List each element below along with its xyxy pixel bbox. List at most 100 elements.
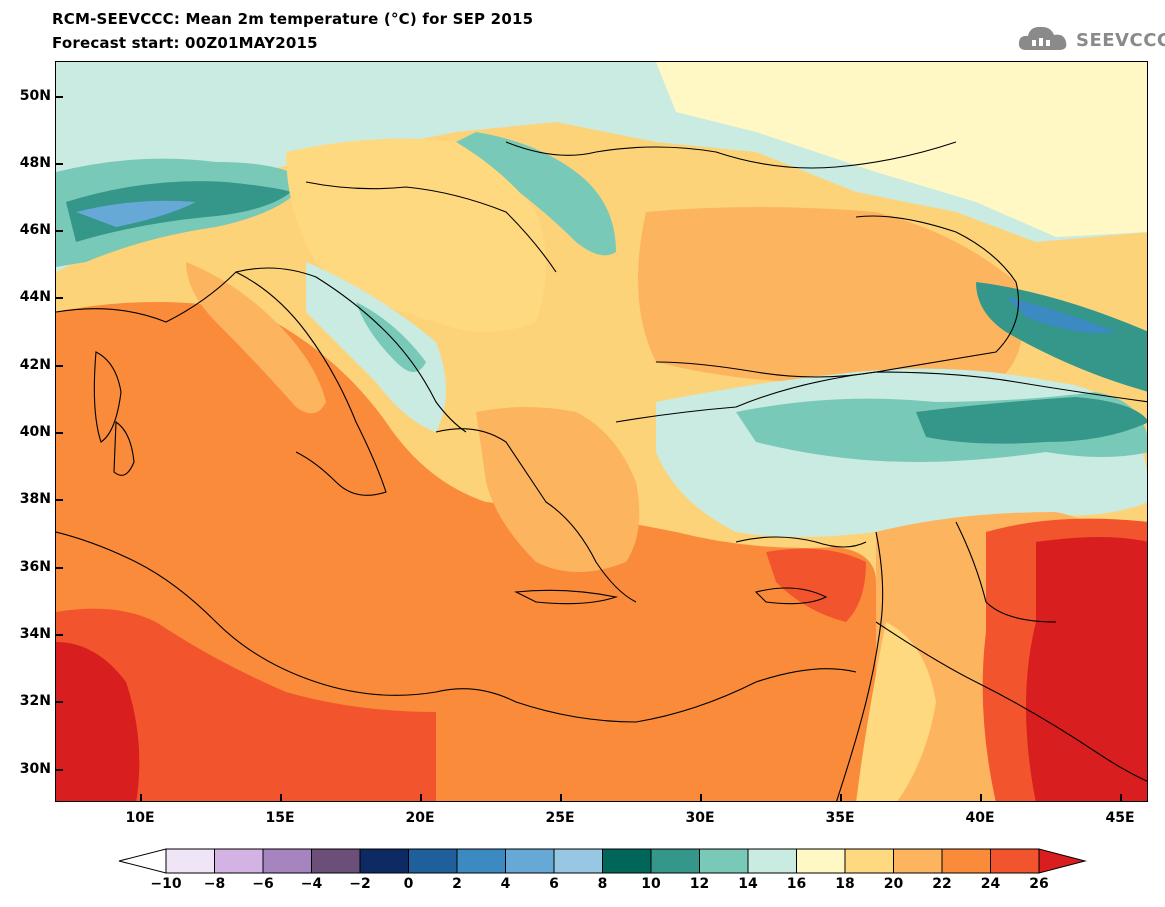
northeast-mild-region	[656, 62, 1147, 237]
lon-tick	[560, 794, 562, 802]
colorbar-cell	[990, 848, 1040, 874]
colorbar-cell	[408, 848, 458, 874]
lat-label: 40N	[19, 424, 51, 440]
cyprus-area-hot-region	[766, 548, 866, 622]
colorbar-cell	[262, 848, 312, 874]
colorbar-label: 4	[500, 876, 511, 892]
black-sea-region	[638, 207, 1023, 387]
alps-cold-core	[66, 181, 291, 242]
lon-label: 30E	[685, 810, 715, 826]
colorbar-cell	[941, 848, 991, 874]
lat-tick	[55, 297, 63, 299]
pannonian-warm-region	[286, 138, 546, 332]
lat-tick	[55, 701, 63, 703]
lat-tick	[55, 769, 63, 771]
colorbar-label: 18	[835, 876, 855, 892]
alps-coldest-core	[76, 200, 196, 227]
mediterranean-sea-region	[56, 302, 876, 801]
italy-region	[186, 262, 326, 414]
lat-label: 44N	[19, 289, 51, 305]
lon-tick	[420, 794, 422, 802]
temperature-map	[55, 61, 1148, 802]
lat-tick	[55, 634, 63, 636]
algeria-hottest-region	[56, 642, 140, 801]
lon-label: 35E	[825, 810, 855, 826]
colorbar-cell	[165, 848, 215, 874]
lon-label: 10E	[125, 810, 155, 826]
lon-label: 40E	[965, 810, 995, 826]
lat-label: 46N	[19, 222, 51, 238]
lat-label: 36N	[19, 559, 51, 575]
logo-text: SEEVCCC	[1076, 30, 1165, 51]
colorbar-max-arrow	[1038, 848, 1087, 874]
colorbar-label: −8	[203, 876, 226, 892]
lat-tick	[55, 163, 63, 165]
lat-tick	[55, 432, 63, 434]
colorbar-svg	[118, 848, 1087, 874]
coastlines-and-borders	[56, 141, 1147, 801]
colorbar-label: −6	[252, 876, 274, 892]
colorbar-cell	[893, 848, 943, 874]
map-title: RCM-SEEVCCC: Mean 2m temperature (°C) fo…	[52, 10, 534, 28]
cloud-icon	[1018, 26, 1067, 50]
jordan-valley-region	[856, 622, 936, 801]
colorbar-label: 2	[452, 876, 462, 892]
lat-label: 30N	[19, 761, 51, 777]
lon-tick	[280, 794, 282, 802]
colorbar-cell	[456, 848, 506, 874]
colorbar-label: 6	[549, 876, 559, 892]
lat-label: 48N	[19, 155, 51, 171]
caucasus-cold-core	[1006, 297, 1116, 333]
anatolia-cold-core	[916, 397, 1147, 444]
colorbar-label: 24	[980, 876, 1001, 892]
colorbar-label: 22	[932, 876, 952, 892]
lon-tick	[140, 794, 142, 802]
colorbar-label: 20	[883, 876, 904, 892]
colorbar-label: 26	[1029, 876, 1049, 892]
lon-label: 20E	[405, 810, 435, 826]
lat-tick	[55, 567, 63, 569]
colorbar-cell	[505, 848, 555, 874]
seevccc-logo: SEEVCCC	[1016, 20, 1165, 60]
colorbar-cell	[747, 848, 797, 874]
lat-label: 38N	[19, 491, 51, 507]
colorbar-label: −4	[300, 876, 323, 892]
balkans-cool-region	[306, 262, 446, 432]
colorbar-label: −2	[349, 876, 371, 892]
forecast-start-subtitle: Forecast start: 00Z01MAY2015	[52, 34, 318, 52]
map-canvas	[56, 62, 1147, 801]
colorbar-cell	[311, 848, 361, 874]
temperature-colorbar	[118, 848, 1088, 874]
lat-tick	[55, 365, 63, 367]
carpathians-region	[456, 132, 616, 256]
colorbar-label: −10	[150, 876, 182, 892]
colorbar-cell	[602, 848, 652, 874]
iraq-hottest-region	[1026, 537, 1147, 801]
lon-tick	[840, 794, 842, 802]
colorbar-label: 0	[403, 876, 414, 892]
lon-label: 25E	[545, 810, 575, 826]
north-africa-hot-region	[56, 608, 436, 801]
lon-label: 45E	[1105, 810, 1135, 826]
colorbar-label: 16	[786, 876, 807, 892]
colorbar-label: 14	[738, 876, 758, 892]
lat-tick	[55, 96, 63, 98]
lat-tick	[55, 499, 63, 501]
colorbar-cell	[650, 848, 700, 874]
lon-tick	[700, 794, 702, 802]
colorbar-cell	[553, 848, 603, 874]
lat-label: 34N	[19, 626, 51, 642]
lat-label: 32N	[19, 693, 51, 709]
colorbar-min-arrow	[118, 848, 167, 874]
lon-tick	[1120, 794, 1122, 802]
lat-tick	[55, 230, 63, 232]
colorbar-cell	[359, 848, 409, 874]
colorbar-cell	[214, 848, 264, 874]
aegean-region	[476, 407, 640, 572]
lon-tick	[980, 794, 982, 802]
lon-label: 15E	[265, 810, 295, 826]
lat-label: 42N	[19, 357, 51, 373]
colorbar-cell	[844, 848, 894, 874]
colorbar-label: 12	[689, 876, 710, 892]
lat-label: 50N	[19, 88, 51, 104]
